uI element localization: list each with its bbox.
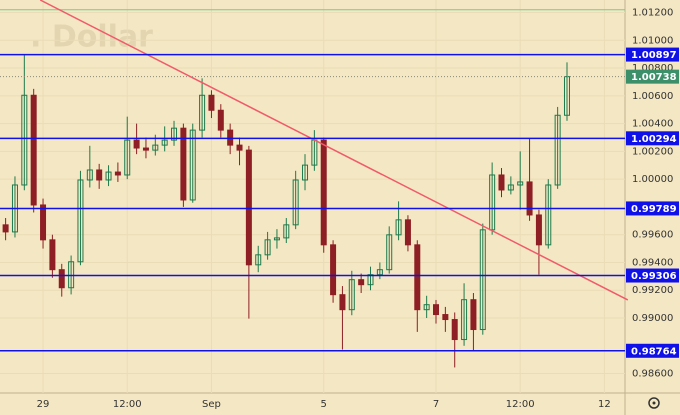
y-tick-label: 1.00800 [632, 63, 673, 74]
candle-body [152, 144, 159, 151]
candle-body [358, 279, 365, 286]
candle-body [470, 299, 477, 331]
x-tick-label: 12 [598, 399, 611, 410]
candle-body [386, 234, 393, 271]
x-tick-label: 7 [433, 399, 439, 410]
candle-body [498, 174, 505, 191]
candle-body [451, 319, 458, 341]
candle-body [114, 171, 121, 176]
candle-body [507, 184, 514, 191]
candle-body [124, 139, 131, 176]
candle-body [302, 164, 309, 181]
level-label-box [626, 201, 679, 216]
y-tick-label: 1.00200 [632, 146, 673, 157]
candle-body [30, 94, 37, 206]
candle-body [264, 239, 271, 256]
candle-body [554, 114, 561, 186]
candle-body [376, 269, 383, 276]
x-tick-label: 29 [37, 399, 50, 410]
candle-body [142, 147, 149, 151]
candle-body [563, 76, 570, 116]
candle-body [273, 237, 280, 241]
y-tick-label: 0.98600 [632, 369, 673, 380]
candle-body [2, 224, 9, 233]
y-tick-label: 1.00000 [632, 174, 673, 185]
candle-body [479, 229, 486, 331]
candle-body [40, 204, 47, 241]
candle-body [245, 149, 252, 266]
level-label-box [626, 47, 679, 62]
y-tick-label: 1.01200 [632, 7, 673, 18]
y-tick-label: 0.99000 [632, 313, 673, 324]
level-label-box [626, 343, 679, 358]
candle-body [96, 169, 103, 181]
candle-body [423, 304, 430, 311]
x-tick-label: 12:00 [506, 399, 535, 410]
y-tick-label: 0.99200 [632, 285, 673, 296]
candle-body [442, 314, 449, 321]
candle-body [292, 179, 299, 226]
candle-body [517, 181, 524, 186]
x-tick-label: 12:00 [113, 399, 142, 410]
candle-body [189, 129, 196, 201]
level-label: 0.99789 [631, 204, 677, 215]
y-tick-label: 0.99600 [632, 230, 673, 241]
candle-body [339, 294, 346, 311]
settings-icon[interactable] [648, 397, 660, 409]
candle-body [105, 171, 112, 181]
candle-body [414, 244, 421, 311]
candle-body [161, 139, 168, 146]
y-tick-label: 0.99400 [632, 257, 673, 268]
candle-body [367, 274, 374, 286]
candle-body [68, 261, 75, 289]
watermark: . Dollar [30, 20, 153, 55]
level-label: 0.98764 [631, 346, 677, 357]
candle-body [330, 244, 337, 296]
level-label-box [626, 268, 679, 283]
candle-body [348, 279, 355, 311]
y-tick-label: 1.00400 [632, 119, 673, 130]
candle-body [320, 139, 327, 246]
level-label: 0.99306 [631, 271, 677, 282]
candle-body [395, 219, 402, 236]
x-tick-label: 5 [321, 399, 327, 410]
current-price-label: 1.00738 [631, 72, 677, 83]
level-label: 1.00294 [631, 134, 677, 145]
candle-body [526, 181, 533, 216]
candle-body [58, 269, 65, 289]
candle-body [535, 214, 542, 246]
candle-body [133, 139, 140, 149]
candle-body [217, 109, 224, 131]
candle-body [199, 94, 206, 131]
y-tick-label: 1.01000 [632, 35, 673, 46]
level-label-box [626, 131, 679, 146]
y-tick-label: 1.00600 [632, 91, 673, 102]
candle-body [489, 174, 496, 231]
candle-body [255, 254, 262, 266]
trend-line [39, 0, 629, 301]
candle-body [21, 94, 28, 186]
candle-body [171, 127, 178, 141]
candle-body [404, 219, 411, 246]
x-tick-label: Sep [202, 399, 221, 410]
candle-body [545, 184, 552, 246]
candle-body [49, 239, 56, 271]
level-label: 1.00897 [631, 50, 677, 61]
candle-body [77, 179, 84, 263]
candle-body [208, 94, 215, 111]
candle-body [461, 299, 468, 341]
candle-body [86, 169, 93, 181]
current-price-box [626, 69, 679, 84]
candle-body [283, 224, 290, 239]
candle-body [236, 144, 243, 151]
candle-body [180, 127, 187, 201]
candle-body [433, 304, 440, 316]
